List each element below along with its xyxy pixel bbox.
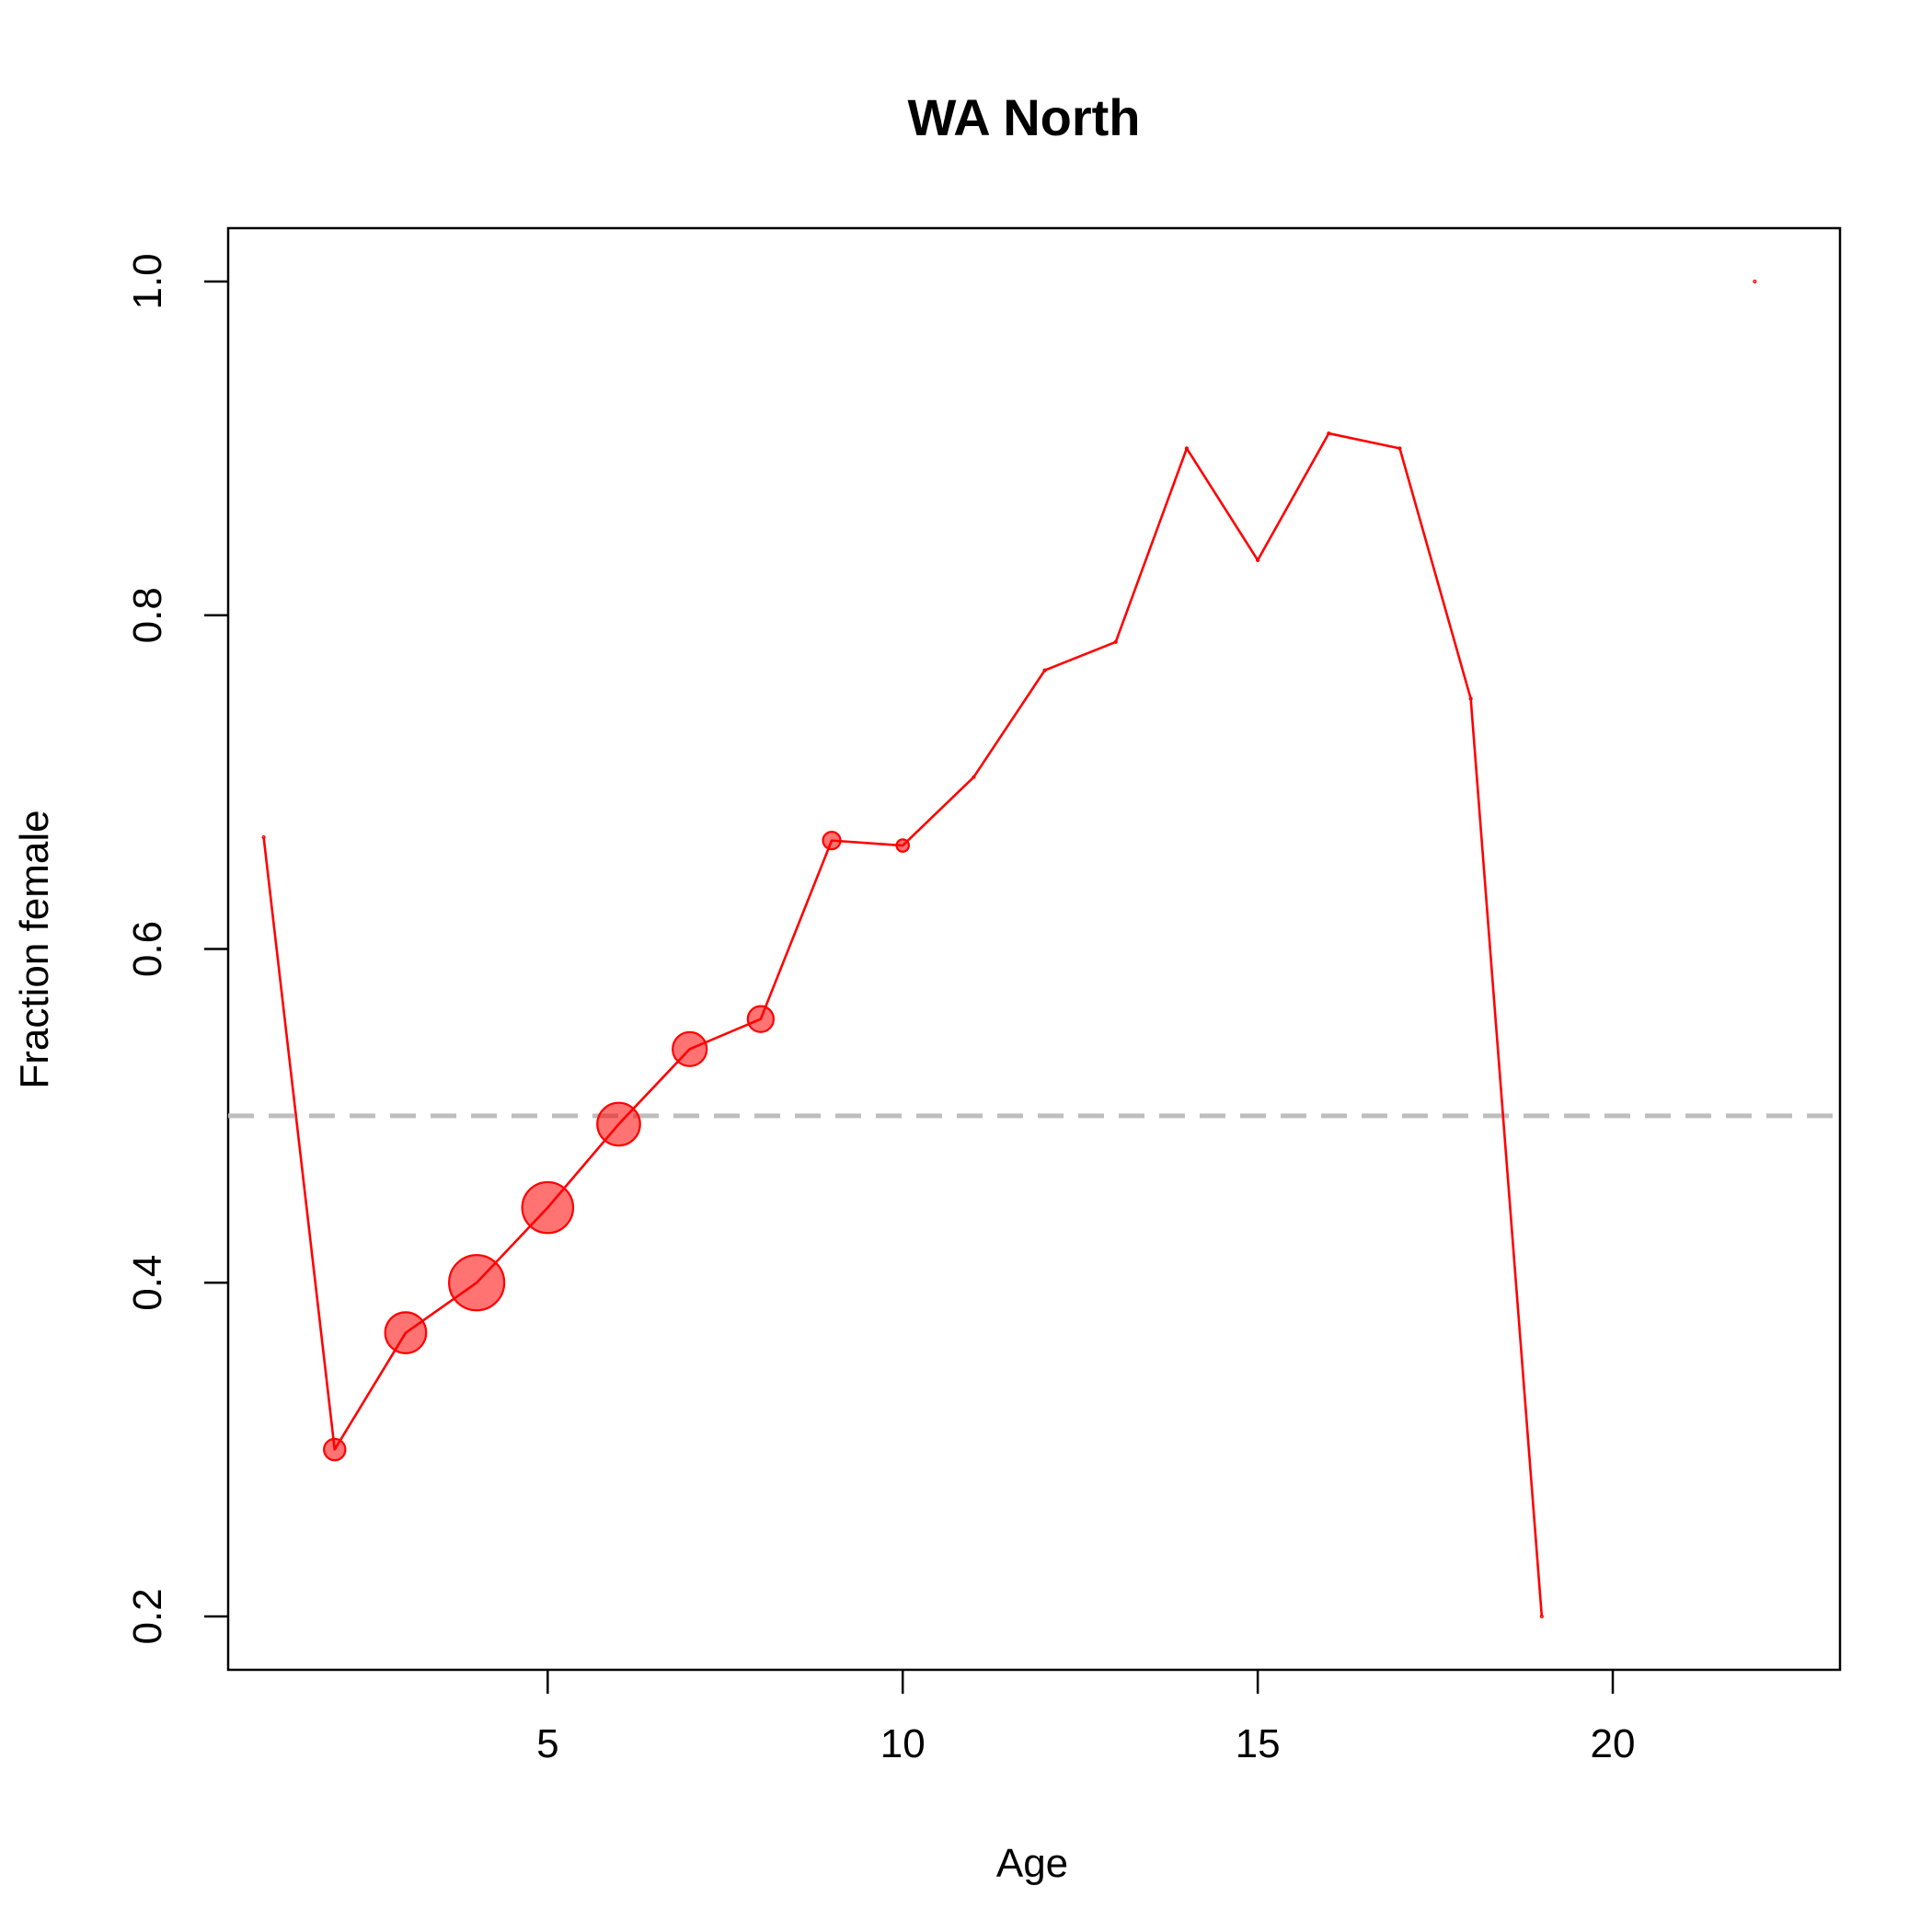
plot-layer: 5 10 15 20 0.2 0.4 0.6 0.8 1.0 (125, 226, 1842, 1766)
data-point (448, 1254, 506, 1312)
data-point (672, 1030, 708, 1067)
data-point (384, 1311, 428, 1354)
data-point (1327, 431, 1331, 436)
x-tick-label: 10 (880, 1721, 926, 1766)
y-tick-label: 0.8 (125, 587, 170, 643)
data-point (972, 775, 976, 779)
data-point (261, 834, 266, 840)
y-tick-label: 1.0 (125, 253, 170, 309)
data-point (1256, 558, 1260, 563)
x-axis-label: Age (996, 1841, 1068, 1886)
data-point (822, 831, 842, 851)
data-point (1184, 446, 1190, 451)
y-axis-label: Fraction female (12, 810, 57, 1088)
y-tick-label: 0.6 (125, 921, 170, 977)
data-point (1753, 279, 1757, 284)
y-tick-label: 0.2 (125, 1588, 170, 1644)
data-point (1539, 1614, 1544, 1619)
y-tick-label: 0.4 (125, 1255, 170, 1311)
data-point (521, 1180, 575, 1235)
chart-title: WA North (908, 88, 1141, 146)
data-point (596, 1101, 641, 1147)
data-point (1468, 696, 1473, 701)
data-point (1397, 446, 1402, 451)
data-point (746, 1005, 776, 1033)
data-point (1042, 668, 1047, 673)
x-tick-label: 5 (536, 1721, 558, 1766)
x-tick-label: 20 (1591, 1721, 1636, 1766)
data-point (1113, 639, 1118, 644)
data-point (323, 1437, 347, 1462)
x-tick-label: 15 (1236, 1721, 1281, 1766)
data-point (895, 838, 911, 853)
